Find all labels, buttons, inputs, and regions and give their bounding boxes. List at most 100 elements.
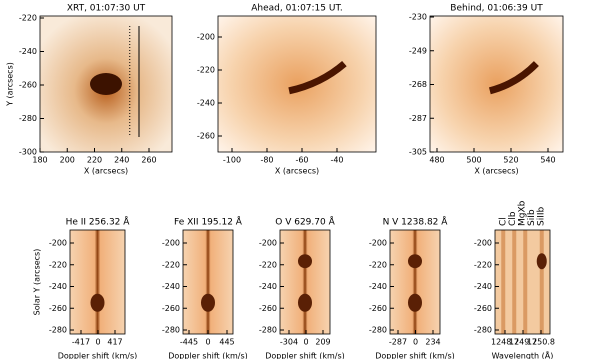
panel-title: XRT, 01:07:30 UT: [67, 4, 146, 14]
y-tick-label: -300: [19, 148, 37, 157]
blob: [408, 293, 422, 312]
y-tick-label: -268: [409, 80, 427, 89]
x-tick-label: 520: [503, 156, 518, 165]
x-tick-label: 0: [95, 338, 100, 347]
y-tick-label: -260: [259, 304, 277, 313]
x-tick-label: 200: [60, 156, 75, 165]
x-tick-label: 0: [303, 338, 308, 347]
x-tick-label: 0: [205, 338, 210, 347]
image: [280, 230, 330, 334]
y-tick-label: -240: [197, 99, 215, 108]
x-tick-label: 1248.7: [491, 338, 519, 347]
y-tick-label: -280: [259, 326, 277, 335]
y-tick-label: -280: [49, 326, 67, 335]
y-tick-label: -260: [474, 304, 492, 313]
x-tick-label: -60: [295, 156, 308, 165]
stripe: [539, 230, 544, 334]
y-tick-label: -200: [259, 239, 277, 248]
panel-title: Ahead, 01:07:15 UT.: [251, 4, 343, 14]
panel-title: Behind, 01:06:39 UT: [450, 4, 543, 14]
y-tick-label: -280: [369, 326, 387, 335]
y-tick-label: -260: [49, 304, 67, 313]
blob: [201, 293, 215, 312]
blob: [298, 254, 312, 269]
x-axis-label: Doppler shift (km/s): [375, 352, 455, 359]
y-tick-label: -220: [19, 14, 37, 23]
frame: [39, 15, 173, 153]
y-tick-label: -280: [19, 114, 37, 123]
x-tick-label: -80: [260, 156, 273, 165]
y-tick-label: -200: [197, 33, 215, 42]
image: [183, 230, 233, 334]
x-tick-label: 240: [114, 156, 129, 165]
stripe: [523, 230, 528, 334]
y-tick-label: -240: [369, 282, 387, 291]
x-tick-label: 480: [429, 156, 444, 165]
y-tick-label: -240: [474, 282, 492, 291]
x-tick-label: 445: [219, 338, 234, 347]
x-tick-label: 180: [32, 156, 47, 165]
stripe: [501, 230, 506, 334]
y-tick-label: -200: [369, 239, 387, 248]
x-axis-label: X (arcsecs): [474, 167, 518, 176]
y-tick-label: -260: [162, 304, 180, 313]
y-tick-label: -220: [369, 260, 387, 269]
y-tick-label: -260: [19, 81, 37, 90]
y-axis-label: Y (arcsecs): [6, 62, 15, 107]
x-tick-label: 1250.8: [527, 338, 555, 347]
x-tick-label: 220: [87, 156, 102, 165]
y-tick-label: -240: [162, 282, 180, 291]
panel-title: O V 629.70 Å: [275, 216, 335, 228]
blob: [536, 253, 547, 270]
y-tick-label: -220: [197, 66, 215, 75]
x-tick-label: 234: [425, 338, 440, 347]
y-tick-label: -240: [259, 282, 277, 291]
x-tick-label: 1249.7: [509, 338, 537, 347]
loop: [288, 60, 347, 95]
x-tick-label: -417: [72, 338, 90, 347]
image: [70, 230, 125, 334]
y-tick-label: -220: [259, 260, 277, 269]
image: [390, 230, 440, 334]
line-label: SiIb: [527, 209, 537, 226]
x-axis-label: Wavelength (Å): [492, 350, 554, 359]
y-tick-label: -305: [409, 148, 427, 157]
x-axis-label: X (arcsecs): [84, 167, 128, 176]
y-tick-label: -240: [19, 47, 37, 56]
line-label: Clb: [508, 211, 518, 226]
loop: [488, 61, 539, 95]
x-tick-label: -445: [180, 338, 198, 347]
y-tick-label: -287: [409, 114, 427, 123]
y-tick-label: -280: [474, 326, 492, 335]
blob: [408, 254, 422, 269]
blob: [90, 293, 105, 312]
panel-title: Fe XII 195.12 Å: [174, 216, 243, 228]
frame: [279, 229, 331, 335]
y-tick-label: -240: [49, 282, 67, 291]
x-tick-label: 417: [107, 338, 122, 347]
blob: [90, 73, 122, 95]
x-tick-label: -100: [223, 156, 241, 165]
x-axis-label: Doppler shift (km/s): [265, 352, 345, 359]
panel-title: N V 1238.82 Å: [383, 216, 449, 228]
stripe: [512, 230, 517, 334]
y-tick-label: -200: [474, 239, 492, 248]
y-tick-label: -220: [162, 260, 180, 269]
y-tick-label: -230: [409, 13, 427, 22]
y-tick-label: -260: [369, 304, 387, 313]
x-axis-label: Doppler shift (km/s): [58, 352, 138, 359]
y-tick-label: -260: [197, 132, 215, 141]
x-tick-label: 0: [413, 338, 418, 347]
x-tick-label: 260: [141, 156, 156, 165]
y-tick-label: -200: [162, 239, 180, 248]
x-tick-label: -287: [389, 338, 407, 347]
x-tick-label: 540: [540, 156, 555, 165]
image: [218, 16, 376, 152]
y-tick-label: -220: [474, 260, 492, 269]
blob: [298, 293, 312, 312]
x-tick-label: -40: [330, 156, 343, 165]
y-tick-label: -220: [49, 260, 67, 269]
image: [430, 16, 563, 152]
x-tick-label: -304: [280, 338, 298, 347]
